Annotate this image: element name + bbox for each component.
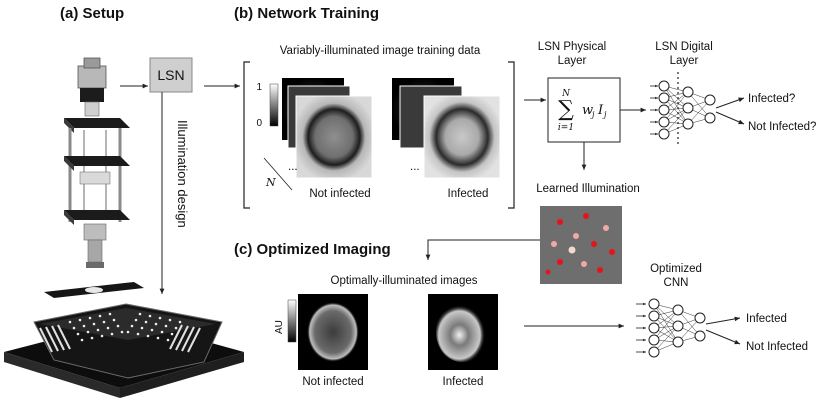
lsn-box-label: LSN	[157, 67, 184, 83]
weighted-sum-formula: N ∑ i=1 w j I j	[558, 89, 607, 133]
cnn-label-2: CNN	[664, 277, 689, 289]
image-label-infected: Infected	[443, 376, 484, 388]
training-output-not-infected: Not Infected?	[748, 121, 816, 133]
digital-layer-label-2: Layer	[670, 55, 699, 67]
digital-input-arrows	[650, 84, 658, 136]
arrow-output-2	[715, 111, 745, 125]
optimized-cnn-network	[648, 298, 706, 358]
led-array-illustration	[4, 303, 244, 398]
learned-illumination-label: Learned Illumination	[536, 183, 640, 195]
digital-layer-label-1: LSN Digital	[655, 41, 713, 53]
cnn-input-arrows	[636, 302, 646, 354]
colorbar-max: 1	[256, 82, 262, 93]
microscope-illustration	[44, 57, 144, 298]
physical-layer-box	[547, 77, 621, 143]
illumination-design-label: Illumination design	[175, 120, 190, 228]
training-data-caption: Variably-illuminated image training data	[280, 45, 481, 57]
panel-b-title: (b) Network Training	[234, 5, 379, 22]
cnn-label-1: Optimized	[650, 263, 702, 275]
au-colorbar	[287, 299, 297, 343]
sum-intensity: I	[597, 103, 604, 118]
n-label: N	[265, 176, 276, 189]
stack-dots-right: ...	[410, 161, 420, 173]
lsn-box	[149, 57, 193, 93]
sum-weight: w	[582, 103, 593, 118]
cnn-output-infected: Infected	[746, 313, 787, 325]
fluor-cell-infected	[436, 302, 488, 362]
sum-lower-limit: i=1	[558, 123, 574, 133]
digital-neural-network	[658, 72, 716, 146]
n-axis-line	[263, 157, 293, 191]
learned-illumination-pattern	[540, 206, 622, 284]
physical-layer-label-1: LSN Physical	[538, 41, 606, 53]
image-stack-not-infected	[282, 78, 373, 179]
sum-upper-limit: N	[561, 89, 571, 99]
stack-label-not-infected: Not infected	[309, 188, 370, 200]
cnn-arrow-output-1	[705, 316, 741, 325]
stack-dots-left: ...	[288, 161, 298, 173]
stack-label-infected: Infected	[448, 188, 489, 200]
bracket-right	[508, 61, 515, 209]
image-label-not-infected: Not infected	[302, 376, 363, 388]
physical-layer-label-2: Layer	[558, 55, 587, 67]
panel-c-title: (c) Optimized Imaging	[234, 241, 391, 258]
bracket-left	[243, 61, 250, 209]
arrow-output-1	[715, 97, 745, 109]
panel-a-title: (a) Setup	[60, 5, 124, 22]
imaging-caption: Optimally-illuminated images	[331, 275, 478, 287]
cnn-arrow-output-2	[705, 329, 741, 345]
au-label: AU	[274, 320, 285, 334]
arrow-illumination-to-imaging	[425, 239, 540, 260]
sum-symbol: ∑	[558, 97, 574, 122]
cnn-output-not-infected: Not Infected	[746, 341, 808, 353]
image-stack-infected	[392, 78, 501, 179]
sum-intensity-sub: j	[602, 110, 607, 119]
sum-weight-sub: j	[590, 110, 595, 119]
colorbar	[269, 83, 279, 127]
fluor-cell-not-infected	[307, 302, 359, 362]
training-output-infected: Infected?	[748, 93, 795, 105]
colorbar-min: 0	[256, 118, 262, 129]
